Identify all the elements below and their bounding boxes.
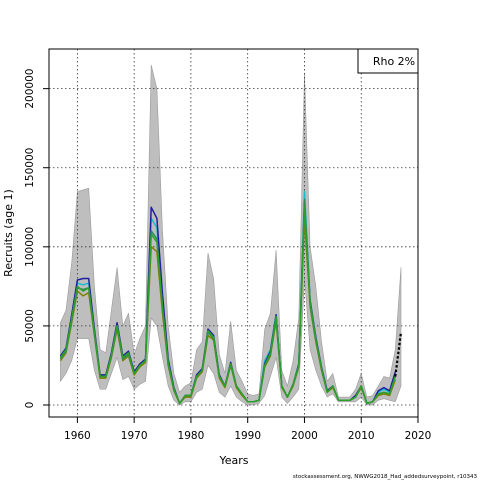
y-tick-label: 150000 [24, 148, 36, 188]
x-axis-title: Years [218, 454, 248, 467]
x-tick-label: 1970 [121, 430, 148, 442]
axes-layer: 1960 1970 1980 1990 2000 2010 2020 0 50000 100000… [24, 48, 432, 442]
footer-caption: stockassessment.org, NWWG2018_Had_addeds… [293, 474, 478, 480]
y-tick-label: 200000 [24, 69, 36, 109]
confidence-band-layer [60, 64, 402, 406]
x-tick-label: 2010 [348, 430, 375, 442]
x-tick-label: 2000 [291, 430, 318, 442]
series-line-1 [59, 206, 397, 405]
x-tick-label: 1980 [178, 430, 205, 442]
confidence-band [60, 64, 402, 406]
y-axis-title: Recruits (age 1) [2, 189, 15, 277]
x-tick-label: 2020 [405, 430, 432, 442]
legend-text: Rho 2% [373, 55, 415, 68]
y-tick-label: 100000 [24, 227, 36, 267]
legend: Rho 2% [357, 48, 419, 74]
y-tick-label: 50000 [24, 309, 36, 342]
y-tick-label: 0 [24, 402, 36, 409]
plot-frame [48, 48, 419, 418]
series-layer [59, 190, 403, 405]
legend-box [357, 48, 419, 74]
x-tick-label: 1990 [234, 430, 261, 442]
x-tick-label: 1960 [64, 430, 91, 442]
projection-line [394, 332, 403, 377]
